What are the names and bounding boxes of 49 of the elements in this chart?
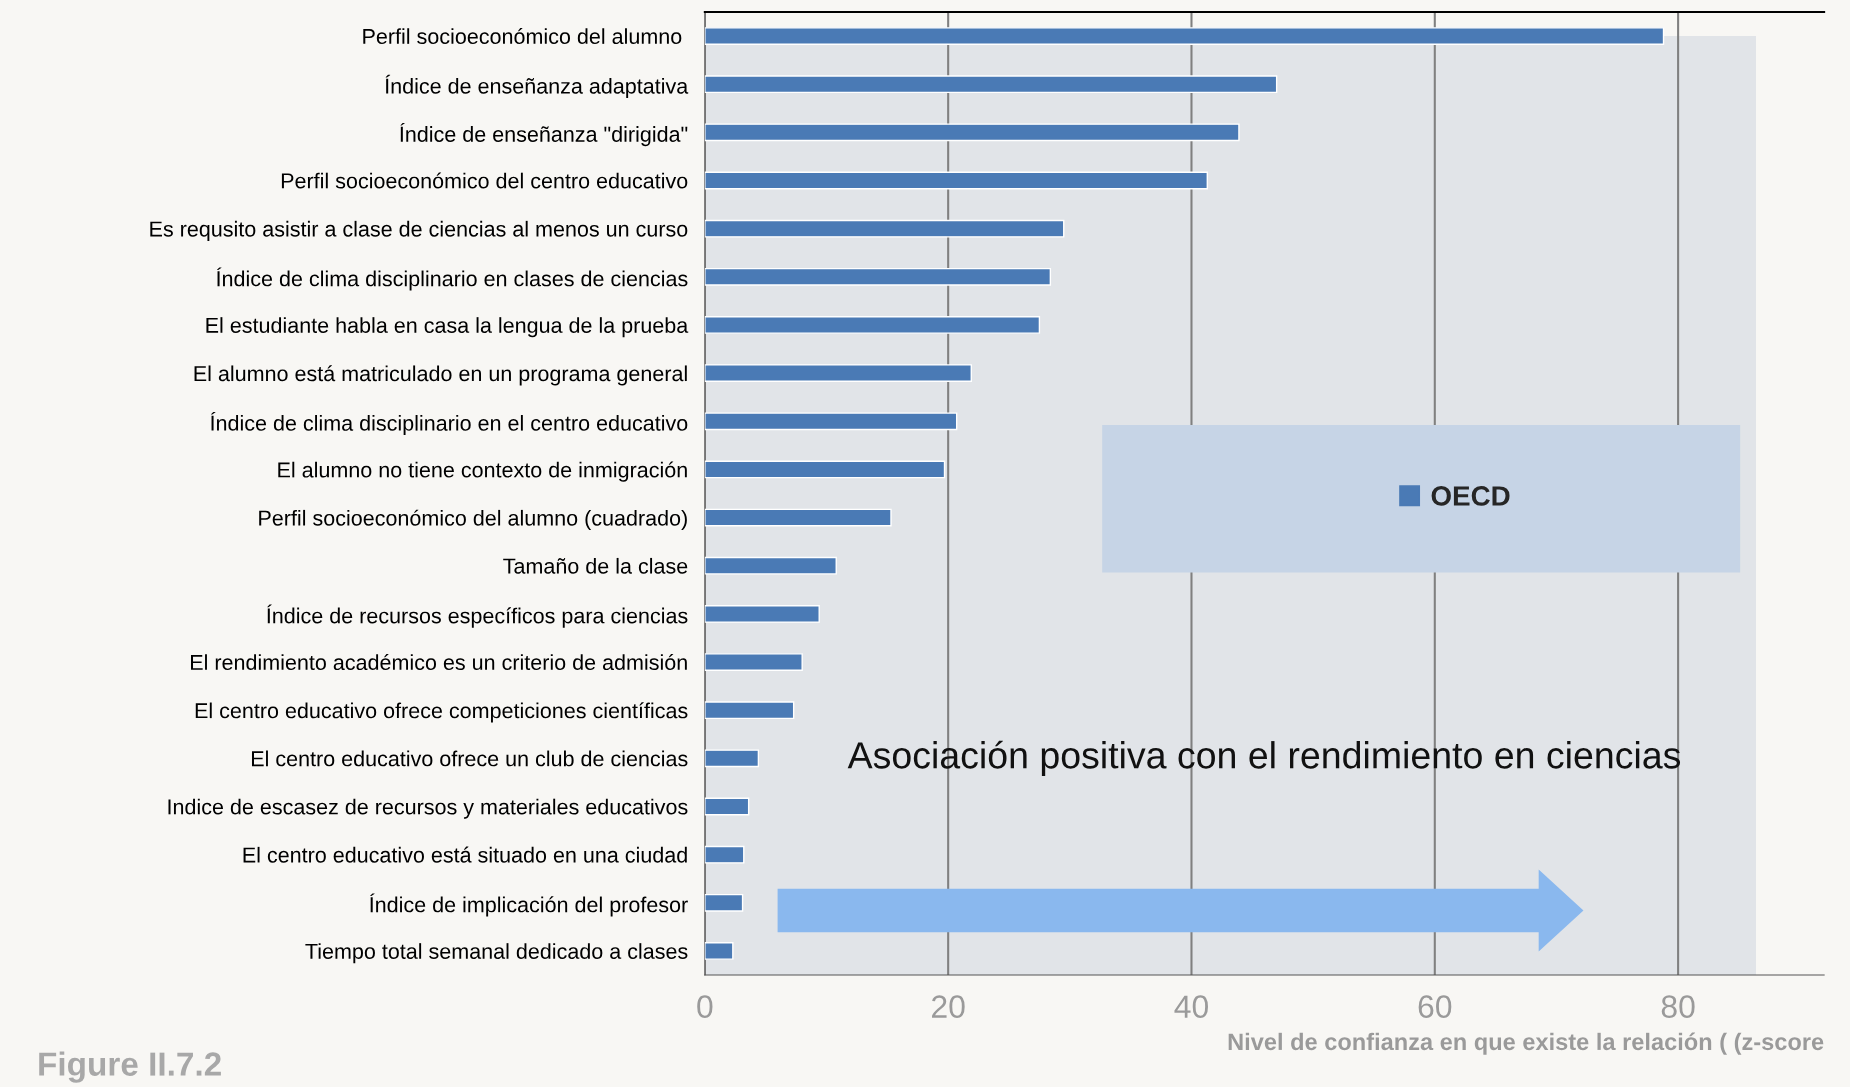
y-tick-label: Índice de enseñanza "dirigida" [400,123,688,147]
y-tick-label: Tiempo total semanal dedicado a clases [305,943,688,964]
annotation: Asociación positiva con el rendimiento en ciencias [847,740,1681,777]
bar [704,797,750,816]
x-tick-label: 80 [1661,995,1695,1018]
x-axis-title: Nivel de confianza en que existe la relación ( (z-score [1228,1032,1824,1055]
bar [704,556,837,575]
bar [704,171,1208,190]
y-tick-label: El centro educativo ofrece competiciones científicas [195,702,688,723]
bar [704,364,972,382]
y-tick-label: El centro educativo está situado en una ciudad [243,846,687,863]
bar [704,845,745,864]
x-tick-label: 60 [1418,995,1452,1018]
bar [704,605,820,623]
y-tick-label: Índice de clima disciplinario en el centro educativo [211,411,688,436]
y-tick-label: Perfil socioeconómico del alumno (cuadrado) [259,509,687,530]
y-tick-label: El alumno no tiene contexto de inmigración [278,461,687,482]
bar [704,316,1041,334]
y-tick-label: Es requsito asistir a clase de ciencias al menos un curso [150,220,688,241]
bar [704,123,1240,142]
y-tick-label: El estudiante habla en casa la lengua de la prueba [206,317,689,338]
y-tick-label: Índice de recursos específicos para ciencias [267,604,688,628]
y-tick-label: Índice de implicación del profesor [370,893,688,917]
x-tick-label: 20 [932,995,965,1018]
bar [704,701,795,720]
bar [704,75,1278,94]
text: Figure II.7.2 [39,1051,221,1083]
y-tick-label: Perfil socioeconómico del alumno [363,27,682,45]
y-tick-label: Perfil socioeconómico del centro educativo [281,172,688,189]
bar [704,893,744,912]
bar [704,749,760,768]
legend-label: OECD [1431,486,1510,506]
bar [704,27,1665,45]
y-tick-label: El alumno está matriculado en un programa general [194,365,687,386]
x-tick-label: 0 [697,995,713,1018]
bar [704,942,734,960]
bar [704,412,958,431]
y-tick-label: El rendimiento académico es un criterio de admisión [191,653,687,671]
y-tick-label: Tamaño de la clase [503,557,688,574]
x-tick-label: 40 [1174,995,1208,1018]
y-tick-label: Índice de clima disciplinario en clases de ciencias [217,267,688,291]
bar [704,508,892,527]
bar [704,267,1052,286]
y-tick-label: Índice de enseñanza adaptativa [385,74,689,98]
y-tick-label: El centro educativo ofrece un club de ciencias [251,750,688,767]
y-tick-label: Indice de escasez de recursos y materiales educativos [168,798,688,819]
bar [704,653,803,671]
bar [704,460,946,479]
bar [704,219,1065,238]
